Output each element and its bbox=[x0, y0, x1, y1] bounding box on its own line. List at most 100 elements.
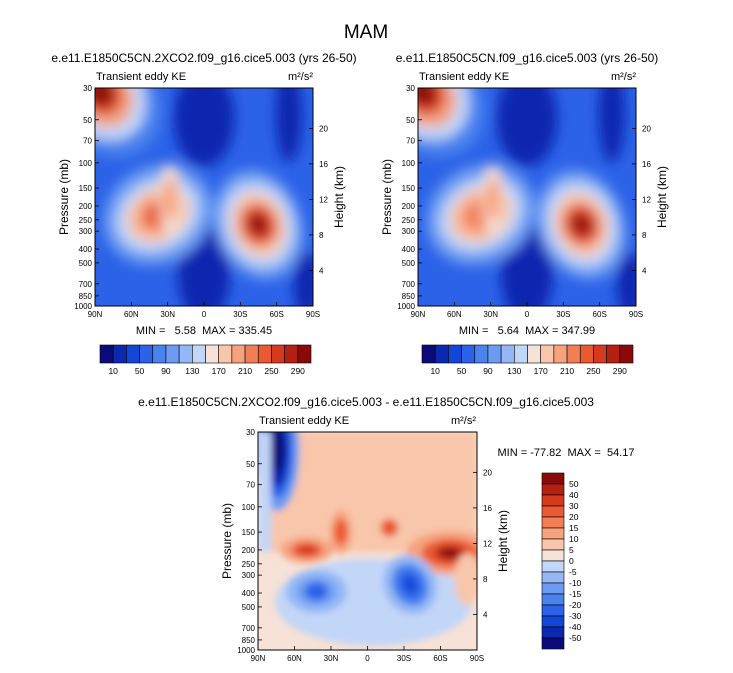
colorbar-label: 250 bbox=[264, 366, 278, 376]
colorbar-swatch bbox=[541, 626, 565, 639]
lat-tick-label: 60S bbox=[270, 310, 284, 319]
lat-tick-label: 0 bbox=[525, 310, 530, 319]
colorbar-label: -50 bbox=[569, 633, 582, 643]
pressure-tick-label: 300 bbox=[242, 571, 256, 580]
colorbar-label: 10 bbox=[430, 366, 440, 376]
colorbar-swatch bbox=[244, 344, 259, 364]
colorbar-label: 50 bbox=[135, 366, 145, 376]
panel-3-units: m²/s² bbox=[451, 415, 476, 427]
nh-subtropical-contour-1 bbox=[162, 177, 178, 222]
height-tick-label: 12 bbox=[319, 195, 328, 204]
colorbar-label: 20 bbox=[569, 512, 579, 522]
colorbar-swatch bbox=[541, 538, 565, 551]
pressure-tick-label: 700 bbox=[79, 280, 93, 289]
panel-3: e.e11.E1850C5CN.2XCO2.f09_g16.cice5.003 … bbox=[138, 395, 634, 663]
lat-tick-label: 0 bbox=[202, 310, 207, 319]
panel-2-left-label: Transient eddy KE bbox=[419, 71, 509, 83]
sh-upper-positive-3 bbox=[442, 549, 458, 557]
sh-polar-minimum bbox=[598, 88, 625, 163]
sh-lower-negative-3 bbox=[404, 577, 417, 593]
colorbar-label: 0 bbox=[569, 556, 574, 566]
pressure-tick-label: 30 bbox=[246, 428, 255, 437]
colorbar-swatch bbox=[593, 344, 607, 364]
colorbar-swatch bbox=[448, 344, 462, 364]
height-axis-label: Height (km) bbox=[332, 166, 346, 228]
height-tick-label: 8 bbox=[642, 231, 647, 240]
colorbar-swatch bbox=[231, 344, 246, 364]
colorbar-swatch bbox=[541, 571, 565, 584]
lat-tick-label: 90N bbox=[251, 654, 266, 663]
colorbar-label: 50 bbox=[569, 479, 579, 489]
pressure-tick-label: 300 bbox=[402, 227, 416, 236]
colorbar-swatch bbox=[566, 344, 581, 364]
colorbar-label: 50 bbox=[457, 366, 467, 376]
colorbar-label: 15 bbox=[569, 523, 579, 533]
sh-polar-positive bbox=[454, 553, 477, 606]
pressure-axis-label: Pressure (mb) bbox=[380, 159, 394, 235]
colorbar-swatch bbox=[421, 344, 436, 364]
tropical-strat-minimum bbox=[173, 88, 235, 167]
lat-tick-label: 30N bbox=[324, 654, 339, 663]
colorbar-label: 5 bbox=[569, 545, 574, 555]
height-tick-label: 16 bbox=[642, 160, 651, 169]
pressure-tick-label: 1000 bbox=[74, 302, 92, 311]
tropical-upper-positive bbox=[380, 519, 399, 537]
colorbar-label: 90 bbox=[483, 366, 493, 376]
colorbar-swatch bbox=[541, 593, 565, 606]
colorbar-label: -20 bbox=[569, 600, 582, 610]
panel-2-units: m²/s² bbox=[611, 71, 636, 83]
colorbar-label: 30 bbox=[569, 501, 579, 511]
pressure-tick-label: 30 bbox=[83, 84, 92, 93]
pressure-tick-label: 1000 bbox=[397, 302, 415, 311]
colorbar-swatch bbox=[218, 344, 233, 364]
colorbar-swatch bbox=[541, 516, 565, 529]
pressure-tick-label: 500 bbox=[79, 259, 93, 268]
colorbar-swatch bbox=[541, 582, 565, 595]
lat-tick-label: 60S bbox=[593, 310, 607, 319]
height-tick-label: 4 bbox=[642, 266, 647, 275]
panel-3-left-label: Transient eddy KE bbox=[259, 415, 349, 427]
pressure-tick-label: 400 bbox=[242, 589, 256, 598]
pressure-axis-label: Pressure (mb) bbox=[220, 503, 234, 579]
colorbar-swatch bbox=[178, 344, 193, 364]
nh-polar-strat-contour-4 bbox=[418, 88, 436, 106]
colorbar-swatch bbox=[461, 344, 476, 364]
pressure-tick-label: 30 bbox=[406, 84, 415, 93]
lat-tick-label: 90S bbox=[306, 310, 320, 319]
colorbar-swatch bbox=[579, 344, 594, 364]
tropical-strat-minimum bbox=[496, 88, 558, 167]
colorbar-label: 290 bbox=[291, 366, 305, 376]
lat-tick-label: 90N bbox=[411, 310, 426, 319]
colorbar-swatch bbox=[541, 549, 565, 562]
lat-tick-label: 30N bbox=[483, 310, 498, 319]
pressure-tick-label: 100 bbox=[79, 159, 93, 168]
colorbar-label: 130 bbox=[507, 366, 521, 376]
panel-2-title: e.e11.E1850C5CN.f09_g16.cice5.003 (yrs 2… bbox=[396, 51, 659, 65]
nh-pole-edge bbox=[258, 432, 272, 552]
pressure-tick-label: 700 bbox=[242, 624, 256, 633]
sh-surface-minimum bbox=[293, 251, 313, 306]
panel-1-units: m²/s² bbox=[288, 71, 313, 83]
nh-polar-strat-contour-4 bbox=[95, 88, 113, 106]
colorbar-swatch bbox=[474, 344, 489, 364]
colorbar-label: 10 bbox=[108, 366, 118, 376]
panel-2-minmax: MIN = 5.64 MAX = 347.99 bbox=[459, 325, 595, 337]
pressure-tick-label: 70 bbox=[246, 481, 255, 490]
colorbar-swatch bbox=[139, 344, 154, 364]
pressure-tick-label: 70 bbox=[406, 137, 415, 146]
height-tick-label: 4 bbox=[319, 266, 324, 275]
colorbar-swatch bbox=[541, 615, 565, 628]
colorbar-swatch bbox=[527, 344, 541, 364]
lat-tick-label: 60N bbox=[287, 654, 302, 663]
pressure-tick-label: 150 bbox=[79, 184, 93, 193]
pressure-tick-label: 50 bbox=[406, 116, 415, 125]
pressure-tick-label: 850 bbox=[242, 636, 256, 645]
height-axis-label: Height (km) bbox=[655, 166, 669, 228]
lat-tick-label: 60N bbox=[124, 310, 139, 319]
colorbar-label: 10 bbox=[569, 534, 579, 544]
pressure-tick-label: 100 bbox=[242, 503, 256, 512]
colorbar-swatch bbox=[205, 344, 219, 364]
colorbar-swatch bbox=[165, 344, 180, 364]
pressure-tick-label: 500 bbox=[402, 259, 416, 268]
